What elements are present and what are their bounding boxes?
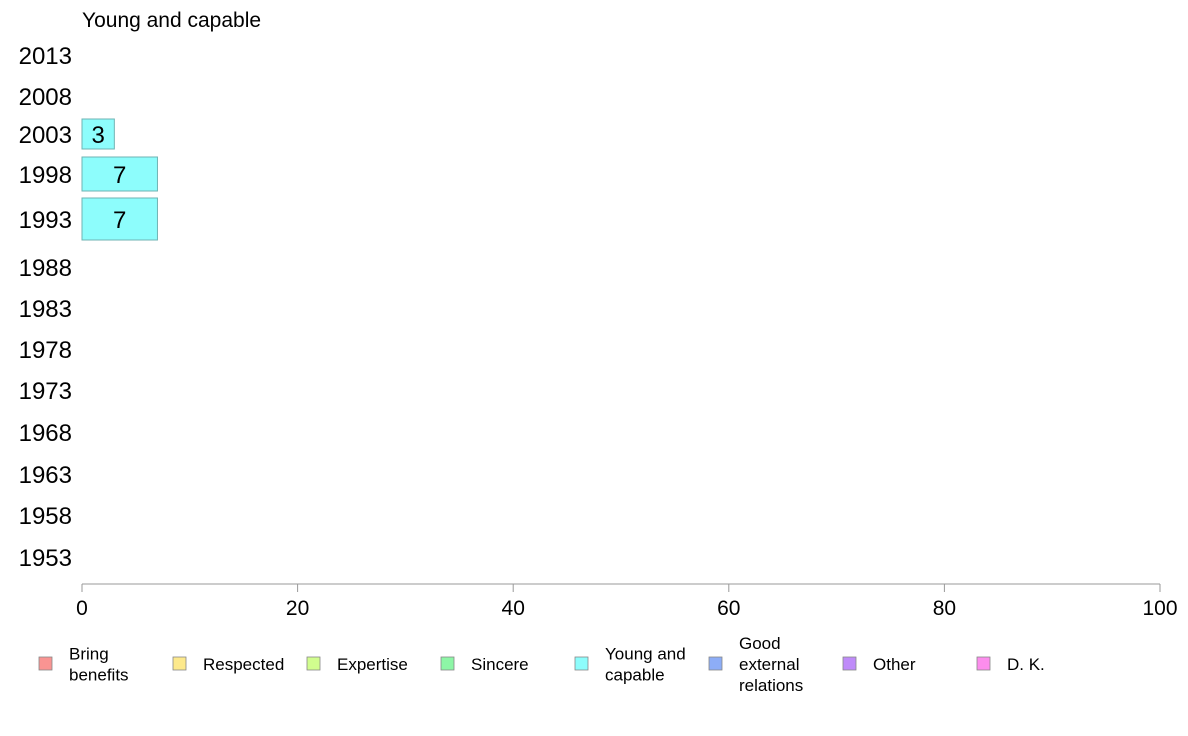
- bar-1998: [81, 156, 158, 192]
- legend-label: Good: [739, 634, 781, 653]
- legend-swatch: [976, 656, 991, 671]
- x-tick-label-80: 80: [933, 597, 956, 620]
- data-label-1998: 7: [113, 162, 126, 189]
- y-tick-label-1968: 1968: [19, 420, 72, 447]
- legend-label: Expertise: [337, 655, 408, 674]
- legend-label: Young and: [605, 645, 686, 664]
- y-tick-label-1978: 1978: [19, 337, 72, 364]
- bars: 377: [81, 118, 158, 241]
- y-tick-label-1983: 1983: [19, 296, 72, 323]
- legend-item-4: Young and capable: [574, 645, 686, 685]
- legend-label: benefits: [69, 666, 129, 685]
- y-tick-label-1988: 1988: [19, 255, 72, 282]
- legend-label: D. K.: [1007, 655, 1045, 674]
- legend: Bring benefits Respected Expertise Sincere Yo…: [38, 634, 1045, 695]
- x-tick-label-0: 0: [76, 597, 88, 620]
- legend-swatch: [842, 656, 857, 671]
- legend-label: relations: [739, 676, 803, 695]
- legend-swatch: [172, 656, 187, 671]
- y-tick-label-1998: 1998: [19, 162, 72, 189]
- legend-item-0: Bring benefits: [38, 645, 129, 685]
- x-tick-label-100: 100: [1142, 597, 1177, 620]
- chart-title: Young and capable: [82, 9, 261, 32]
- legend-item-3: Sincere: [440, 655, 529, 674]
- legend-swatch: [306, 656, 321, 671]
- bar-2003: [81, 118, 115, 150]
- x-axis: 0 20 40 60 80 100: [76, 583, 1178, 620]
- legend-label: Bring: [69, 645, 109, 664]
- y-tick-label-1953: 1953: [19, 545, 72, 572]
- legend-swatch: [574, 656, 589, 671]
- x-tick-label-60: 60: [717, 597, 740, 620]
- y-tick-label-2008: 2008: [19, 84, 72, 111]
- legend-swatch: [38, 656, 53, 671]
- legend-swatch: [440, 656, 455, 671]
- legend-item-7: D. K.: [976, 655, 1045, 674]
- y-tick-label-1963: 1963: [19, 462, 72, 489]
- data-label-2003: 3: [91, 122, 104, 149]
- y-tick-label-1958: 1958: [19, 503, 72, 530]
- legend-item-5: Good external relations: [708, 634, 803, 695]
- legend-label: Sincere: [471, 655, 529, 674]
- legend-item-6: Other: [842, 655, 916, 674]
- x-tick-label-40: 40: [502, 597, 525, 620]
- legend-label: Respected: [203, 655, 284, 674]
- y-tick-label-1993: 1993: [19, 207, 72, 234]
- data-label-1993: 7: [113, 207, 126, 234]
- y-axis-labels: 2013 2008 2003 1998 1993 1988 1983 1978 1973 1968…: [19, 43, 72, 572]
- x-tick-label-20: 20: [286, 597, 309, 620]
- y-tick-label-1973: 1973: [19, 378, 72, 405]
- bar-1993: [81, 197, 158, 241]
- legend-label: external: [739, 655, 799, 674]
- legend-item-1: Respected: [172, 655, 284, 674]
- legend-item-2: Expertise: [306, 655, 408, 674]
- legend-swatch: [708, 656, 723, 671]
- legend-label: Other: [873, 655, 916, 674]
- legend-label: capable: [605, 666, 665, 685]
- y-tick-label-2003: 2003: [19, 122, 72, 149]
- y-tick-label-2013: 2013: [19, 43, 72, 70]
